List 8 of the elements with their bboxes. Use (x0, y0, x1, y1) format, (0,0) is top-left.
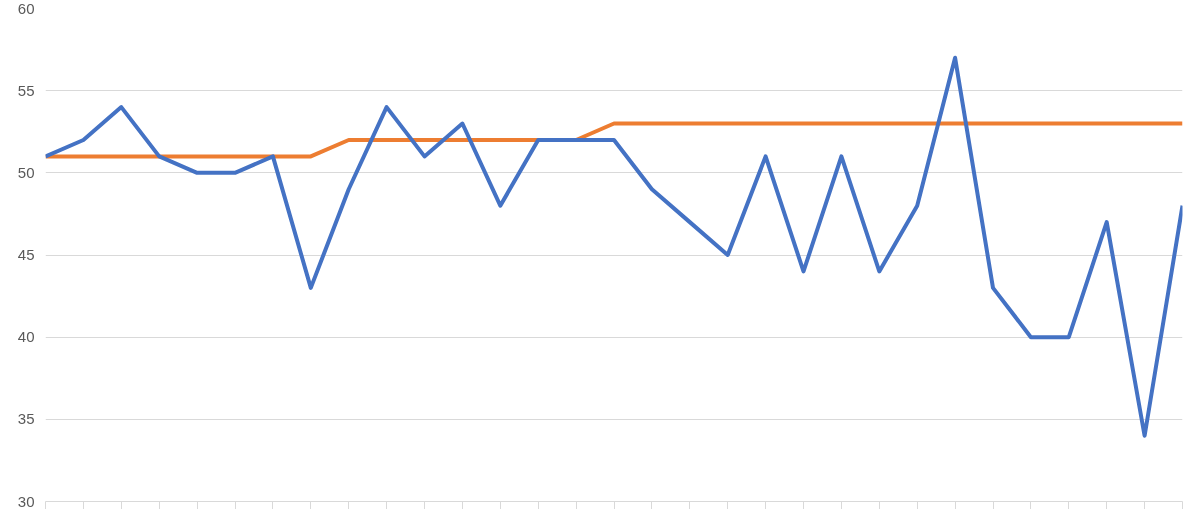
y-tick-label: 45 (17, 246, 35, 263)
line-series (45, 55, 1183, 438)
y-tick-label: 35 (17, 410, 35, 428)
y-tick-label: 60 (17, 0, 35, 17)
y-tick-label: 40 (17, 328, 35, 346)
y-tick-label: 30 (17, 492, 35, 509)
y-tick-label: 50 (17, 163, 35, 181)
y-tick-label: 55 (17, 81, 35, 99)
